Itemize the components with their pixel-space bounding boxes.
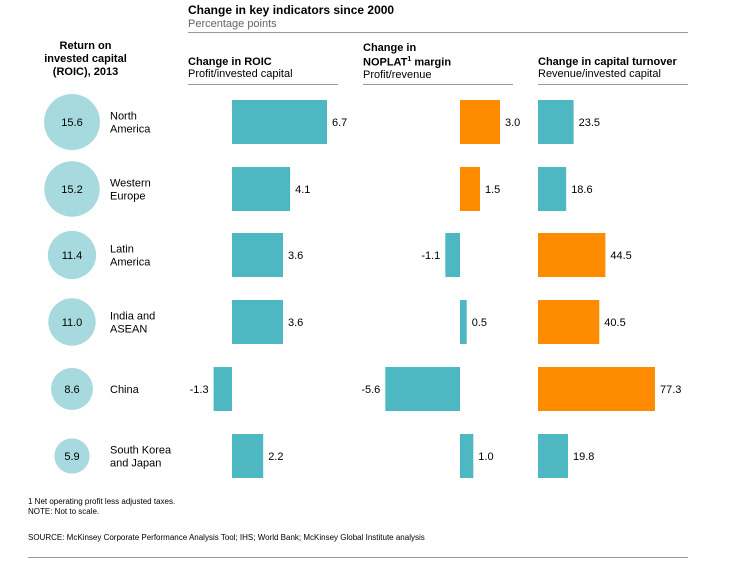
roic-2013-value: 11.4 (62, 250, 83, 262)
turnover-bar (538, 233, 606, 277)
noplat-data-label: 3.0 (505, 117, 520, 129)
roic-bar (232, 300, 283, 344)
turnover-data-label: 19.8 (573, 451, 594, 463)
roic-data-label: 3.6 (288, 250, 303, 262)
noplat-data-label: 1.0 (478, 451, 493, 463)
region-label: North (110, 111, 137, 123)
noplat-word: NOPLAT (363, 56, 408, 69)
roic-2013-value: 8.6 (64, 384, 79, 396)
roic-change-subheading: Profit/invested capital (188, 68, 293, 80)
turnover-data-label: 44.5 (610, 250, 631, 262)
roic-2013-value: 5.9 (64, 451, 79, 463)
turnover-bar (538, 167, 567, 211)
region-label: China (110, 384, 140, 396)
note-not-to-scale: NOTE: Not to scale. (28, 507, 100, 516)
roic-data-label: -1.3 (190, 384, 209, 396)
roic-data-label: 3.6 (288, 317, 303, 329)
noplat-bar (460, 434, 474, 478)
region-label: India and (110, 311, 155, 323)
roic-2013-circle (44, 161, 100, 217)
column-rule-noplat (363, 84, 513, 85)
noplat-data-label: -5.6 (361, 384, 380, 396)
roic-2013-circle (47, 230, 97, 280)
margin-word: margin (411, 56, 452, 69)
region-label: and Japan (110, 458, 161, 470)
turnover-bar (538, 300, 600, 344)
roic-change-heading: Change in ROIC (188, 56, 272, 68)
roic-2013-header-line: Return on (59, 40, 112, 52)
capital-turnover-subheading: Revenue/invested capital (538, 68, 661, 80)
roic-bar (232, 434, 264, 478)
footnote-marker: 1 (407, 56, 412, 63)
roic-2013-circle (48, 298, 96, 346)
roic-bar (232, 233, 283, 277)
region-label: Latin (110, 244, 134, 256)
header-rule (188, 32, 688, 33)
noplat-bar (460, 300, 467, 344)
roic-2013-value: 15.6 (61, 117, 82, 129)
roic-2013-value: 15.2 (61, 184, 82, 196)
turnover-data-label: 23.5 (579, 117, 600, 129)
turnover-data-label: 18.6 (571, 184, 592, 196)
region-label: Europe (110, 191, 145, 203)
roic-2013-value: 11.0 (62, 317, 83, 329)
turnover-bar (538, 434, 568, 478)
footnote-1: 1 Net operating profit less adjusted tax… (28, 497, 176, 506)
region-label: ASEAN (110, 324, 147, 336)
noplat-margin-header: Change in NOPLAT1 margin Profit/revenue (363, 42, 451, 81)
roic-2013-circle (51, 368, 93, 410)
noplat-data-label: 0.5 (472, 317, 487, 329)
region-label: South Korea (110, 445, 172, 457)
capital-turnover-heading: Change in capital turnover (538, 56, 677, 68)
column-rule-roic (188, 84, 338, 85)
roic-2013-circle (44, 94, 100, 150)
roic-bar (213, 367, 232, 411)
noplat-heading-line2: NOPLAT1 margin (363, 54, 451, 69)
roic-2013-header: Return on invested capital (ROIC), 2013 (28, 40, 143, 79)
chart-subtitle: Percentage points (188, 18, 277, 30)
capital-turnover-header: Change in capital turnover Revenue/inves… (538, 56, 677, 80)
chart-title: Change in key indicators since 2000 (188, 3, 395, 17)
region-label: America (110, 257, 151, 269)
noplat-heading-line1: Change in (363, 42, 417, 54)
noplat-bar (460, 100, 500, 144)
region-label: Western (110, 178, 151, 190)
bottom-rule (28, 557, 688, 558)
roic-data-label: 6.7 (332, 117, 347, 129)
turnover-data-label: 40.5 (604, 317, 625, 329)
turnover-data-label: 77.3 (660, 384, 681, 396)
column-rule-turnover (538, 84, 688, 85)
region-label: America (110, 124, 151, 136)
noplat-bar (460, 167, 480, 211)
noplat-data-label: -1.1 (421, 250, 440, 262)
turnover-bar (538, 367, 655, 411)
noplat-bar (385, 367, 460, 411)
roic-change-header: Change in ROIC Profit/invested capital (188, 56, 293, 80)
roic-data-label: 4.1 (295, 184, 310, 196)
roic-2013-header-line: invested capital (44, 53, 127, 65)
noplat-bar (445, 233, 460, 277)
noplat-margin-subheading: Profit/revenue (363, 68, 432, 81)
turnover-bar (538, 100, 574, 144)
roic-data-label: 2.2 (268, 451, 283, 463)
noplat-data-label: 1.5 (485, 184, 500, 196)
roic-bar (232, 167, 291, 211)
source-note: SOURCE: McKinsey Corporate Performance A… (28, 533, 425, 542)
roic-2013-circle (54, 438, 90, 474)
roic-2013-header-line: (ROIC), 2013 (52, 66, 119, 78)
roic-bar (232, 100, 327, 144)
